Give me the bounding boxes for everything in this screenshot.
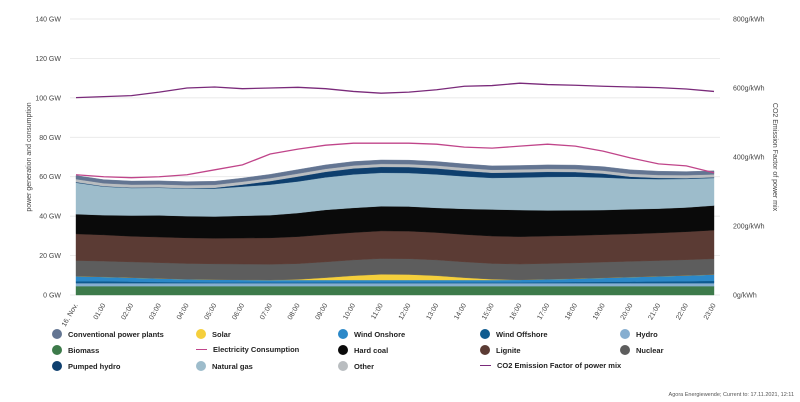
legend-item-natural-gas[interactable]: Natural gas <box>196 361 253 371</box>
x-tick-label: 16. Nov. <box>61 302 80 328</box>
y-tick-left-label: 60 GW <box>39 174 61 181</box>
x-tick-label: 10:00 <box>342 302 357 321</box>
y-tick-left-label: 0 GW <box>43 293 61 300</box>
x-tick-label: 19:00 <box>592 302 607 321</box>
legend-label: Hydro <box>636 329 658 339</box>
legend-dot-swatch <box>620 345 630 355</box>
x-tick-label: 06:00 <box>231 302 246 321</box>
legend-label: Biomass <box>68 345 100 355</box>
x-axis: 16. Nov. 01:00 02:00 03:00 04:00 05:00 06:00 07… <box>61 302 718 328</box>
area-conventional-power-plants <box>75 159 715 186</box>
y-tick-right-label: 600g/kWh <box>733 86 765 93</box>
x-tick-label: 23:00 <box>703 302 718 321</box>
stacked-areas <box>75 159 715 296</box>
x-tick-label: 14:00 <box>453 302 468 321</box>
x-tick-label: 18:00 <box>564 302 579 321</box>
legend-label: Conventional power plants <box>68 329 164 339</box>
x-tick-label: 17:00 <box>536 302 551 321</box>
legend-item-wind-onshore[interactable]: Wind Onshore <box>338 329 405 339</box>
x-tick-label: 16:00 <box>509 302 524 321</box>
y-axis-right: 0g/kWh 200g/kWh 400g/kWh 600g/kWh 800g/kWh <box>733 17 765 300</box>
legend-dot-swatch <box>480 329 490 339</box>
y-tick-left-label: 20 GW <box>39 253 61 260</box>
y-tick-right-label: 400g/kWh <box>733 155 765 162</box>
area-hydro <box>75 282 715 287</box>
x-tick-label: 07:00 <box>259 302 274 321</box>
x-tick-label: 22:00 <box>675 302 690 321</box>
x-tick-label: 02:00 <box>120 302 135 321</box>
y-tick-left-label: 100 GW <box>35 95 61 102</box>
legend-dot-swatch <box>52 329 62 339</box>
line-co2-emission-factor-of-power-mix <box>75 82 715 99</box>
x-tick-label: 13:00 <box>426 302 441 321</box>
legend-item-hard-coal[interactable]: Hard coal <box>338 345 388 355</box>
y-tick-right-label: 800g/kWh <box>733 17 765 24</box>
legend-dot-swatch <box>196 329 206 339</box>
x-tick-label: 01:00 <box>93 302 108 321</box>
legend-dot-swatch <box>52 345 62 355</box>
legend-item-other[interactable]: Other <box>338 361 374 371</box>
legend-dot-swatch <box>338 329 348 339</box>
line-electricity-consumption <box>75 142 715 179</box>
y-tick-left-label: 40 GW <box>39 214 61 221</box>
legend-item-pumped-hydro[interactable]: Pumped hydro <box>52 361 121 371</box>
legend-dot-swatch <box>338 361 348 371</box>
legend-label: Electricity Consumption <box>213 345 300 354</box>
y-tick-right-label: 200g/kWh <box>733 224 765 231</box>
legend-label: Other <box>354 361 375 371</box>
x-tick-label: 15:00 <box>481 302 496 321</box>
x-tick-label: 05:00 <box>204 302 219 321</box>
y-tick-left-label: 80 GW <box>39 135 61 142</box>
x-tick-label: 09:00 <box>315 302 330 321</box>
legend-dot-swatch <box>196 361 206 371</box>
legend-item-co2-emission-factor-of-power-mix[interactable]: CO2 Emission Factor of power mix <box>480 361 621 370</box>
x-tick-label: 03:00 <box>148 302 163 321</box>
legend-label: Hard coal <box>354 345 389 355</box>
legend-line-swatch <box>480 365 491 366</box>
line-series <box>75 82 715 179</box>
legend-dot-swatch <box>52 361 62 371</box>
y-tick-left-label: 140 GW <box>35 17 61 24</box>
y-axis-right-title: CO2 Emission Factor of power mix <box>771 103 778 212</box>
legend-item-lignite[interactable]: Lignite <box>480 345 521 355</box>
legend-item-biomass[interactable]: Biomass <box>52 345 99 355</box>
x-tick-label: 21:00 <box>647 302 662 321</box>
legend-label: Nuclear <box>636 345 664 355</box>
source-credit: Agora Energiewende; Current to: 17.11.20… <box>668 392 794 398</box>
legend-label: Lignite <box>496 345 521 355</box>
legend-item-hydro[interactable]: Hydro <box>620 329 658 339</box>
legend-label: CO2 Emission Factor of power mix <box>497 361 622 370</box>
legend-label: Wind Offshore <box>496 329 548 339</box>
legend-item-wind-offshore[interactable]: Wind Offshore <box>480 329 548 339</box>
legend-line-swatch <box>196 349 207 350</box>
y-tick-right-label: 0g/kWh <box>733 293 757 300</box>
legend-dot-swatch <box>480 345 490 355</box>
area-biomass <box>75 285 715 296</box>
legend-label: Wind Onshore <box>354 329 406 339</box>
legend-label: Natural gas <box>212 361 253 371</box>
legend-item-nuclear[interactable]: Nuclear <box>620 345 664 355</box>
y-tick-left-label: 120 GW <box>35 56 61 63</box>
y-axis-left-title: power generation and consumption <box>26 102 33 211</box>
y-axis-left: 0 GW 20 GW 40 GW 60 GW 80 GW 100 GW 120 GW 140 … <box>35 17 61 300</box>
legend-label: Solar <box>212 329 231 339</box>
legend-item-solar[interactable]: Solar <box>196 329 231 339</box>
x-tick-label: 20:00 <box>620 302 635 321</box>
legend-item-electricity-consumption[interactable]: Electricity Consumption <box>196 345 299 354</box>
legend-item-conventional-power-plants[interactable]: Conventional power plants <box>52 329 164 339</box>
legend-label: Pumped hydro <box>68 361 121 371</box>
x-tick-label: 11:00 <box>370 302 385 320</box>
x-tick-label: 04:00 <box>176 302 191 321</box>
legend-dot-swatch <box>620 329 630 339</box>
x-tick-label: 08:00 <box>287 302 302 321</box>
x-tick-label: 12:00 <box>398 302 413 321</box>
legend-dot-swatch <box>338 345 348 355</box>
